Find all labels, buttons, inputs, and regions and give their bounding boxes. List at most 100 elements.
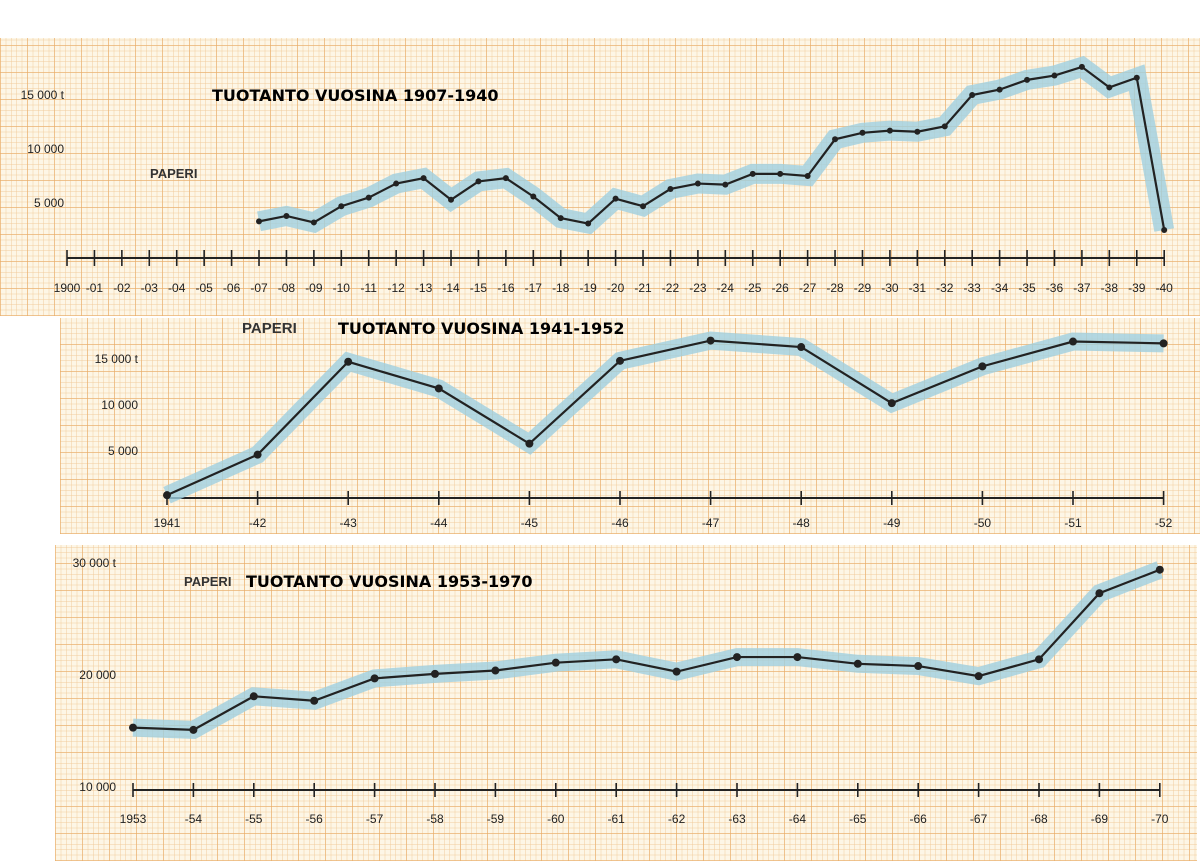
data-point: [853, 659, 862, 668]
data-point: [525, 439, 534, 448]
data-point: [777, 170, 784, 177]
x-tick-label: -14: [442, 281, 460, 295]
x-tick-label: -01: [86, 281, 104, 295]
x-tick-label: -28: [826, 281, 844, 295]
y-tick-label: 5 000: [108, 444, 138, 458]
series-band: [132, 561, 1164, 739]
data-point: [804, 173, 811, 179]
x-tick-label: -34: [991, 281, 1009, 295]
data-point: [832, 136, 839, 143]
data-point: [941, 123, 948, 130]
chart-label: PAPERI: [150, 166, 197, 181]
x-tick-label: -06: [223, 281, 241, 295]
data-point: [249, 692, 258, 701]
x-tick-label: -57: [366, 812, 384, 826]
x-tick-label: -65: [849, 812, 867, 826]
x-tick-label: -12: [387, 281, 405, 295]
chart-title: TUOTANTO VUOSINA 1907-1940: [212, 86, 499, 105]
data-point: [612, 195, 619, 202]
series-line: [132, 568, 1161, 731]
data-point: [448, 196, 455, 203]
x-tick-label: -29: [854, 281, 872, 295]
data-point: [1133, 74, 1140, 81]
x-tick-label: -50: [974, 516, 992, 530]
data-point: [310, 219, 317, 226]
data-point: [978, 362, 987, 371]
x-tick-label: -40: [1156, 281, 1174, 295]
data-point: [722, 181, 729, 188]
data-point: [616, 356, 624, 365]
x-tick-label: -63: [728, 812, 746, 826]
x-tick-label: 1953: [120, 812, 147, 826]
x-tick-label: -46: [611, 516, 629, 530]
data-point: [283, 212, 290, 219]
data-point: [640, 203, 647, 210]
data-point: [502, 175, 509, 182]
x-tick-label: -10: [333, 281, 351, 295]
data-point: [1078, 63, 1085, 70]
data-point: [310, 696, 319, 705]
x-tick-label: -18: [552, 281, 570, 295]
y-tick-label: 10 000: [79, 780, 116, 794]
x-tick-label: 1941: [154, 516, 181, 530]
data-point: [189, 725, 198, 734]
x-tick-label: -67: [970, 812, 988, 826]
x-tick-label: -20: [607, 281, 625, 295]
x-tick-label: -44: [430, 516, 448, 530]
x-tick-label: -25: [744, 281, 762, 295]
x-tick-label: -56: [306, 812, 324, 826]
x-tick-label: -27: [799, 281, 817, 295]
x-tick-label: -47: [702, 516, 720, 530]
x-tick-label: 1900: [54, 281, 81, 295]
data-point: [974, 672, 983, 681]
data-point: [672, 667, 681, 676]
y-tick-label: 10 000: [27, 142, 64, 156]
x-tick-label: -04: [168, 281, 186, 295]
chart-label: PAPERI: [184, 574, 231, 589]
data-point: [365, 194, 372, 201]
data-point: [163, 491, 171, 500]
x-tick-label: -66: [910, 812, 928, 826]
data-point: [420, 175, 427, 182]
data-point: [530, 193, 537, 200]
x-tick-label: -05: [195, 281, 213, 295]
x-tick-label: -62: [668, 812, 686, 826]
data-point: [1161, 227, 1168, 233]
data-point: [887, 399, 896, 408]
x-tick-label: -52: [1155, 516, 1173, 530]
x-tick-label: -69: [1091, 812, 1109, 826]
x-tick-label: -13: [415, 281, 433, 295]
x-tick-label: -59: [487, 812, 505, 826]
x-tick-label: -60: [547, 812, 565, 826]
chart-1907-1940: TUOTANTO VUOSINA 1907-1940 PAPERI 1900 -0…: [21, 55, 1175, 295]
x-tick-label: -38: [1101, 281, 1119, 295]
x-tick-label: -64: [789, 812, 807, 826]
data-point: [344, 357, 353, 366]
data-point: [886, 127, 893, 134]
data-point: [253, 450, 262, 459]
data-point: [914, 128, 921, 135]
data-point: [370, 674, 379, 683]
x-tick-label: -31: [909, 281, 927, 295]
x-tick-label: -35: [1018, 281, 1036, 295]
x-tick-label: -08: [278, 281, 296, 295]
x-tick-label: -45: [521, 516, 539, 530]
x-tick-label: -26: [772, 281, 790, 295]
x-tick-label: -22: [662, 281, 680, 295]
x-tick-label: -15: [470, 281, 488, 295]
data-point: [551, 658, 560, 667]
data-point: [393, 180, 400, 187]
x-tick-label: -48: [793, 516, 811, 530]
x-tick-label: -49: [883, 516, 901, 530]
data-point: [491, 666, 500, 675]
data-point: [475, 178, 482, 185]
x-tick-label: -16: [497, 281, 515, 295]
data-point: [914, 662, 923, 671]
data-point: [557, 215, 564, 222]
series-band: [163, 331, 1164, 504]
y-tick-label: 5 000: [34, 196, 64, 210]
series-line: [258, 65, 1166, 231]
data-point: [1106, 84, 1113, 91]
chart-1953-1970: PAPERI TUOTANTO VUOSINA 1953-1970 1953 -5…: [73, 556, 1169, 826]
x-tick-label: -61: [608, 812, 626, 826]
